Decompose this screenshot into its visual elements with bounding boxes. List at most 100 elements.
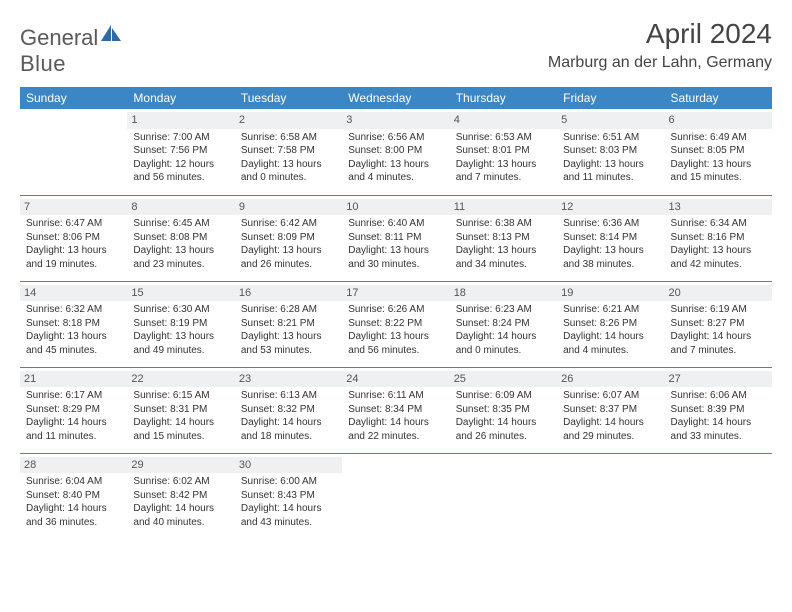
day-number: 19 [557,285,664,302]
day-number: 10 [342,199,449,216]
daylight-line: Daylight: 13 hours and 34 minutes. [456,244,551,271]
sunset-line: Sunset: 7:58 PM [241,144,336,158]
sunrise-line: Sunrise: 6:15 AM [133,389,228,403]
weekday-header: Sunday [20,87,127,109]
daylight-line: Daylight: 13 hours and 38 minutes. [563,244,658,271]
day-number: 6 [665,112,772,129]
daylight-line: Daylight: 13 hours and 45 minutes. [26,330,121,357]
calendar-day-cell: 20Sunrise: 6:19 AMSunset: 8:27 PMDayligh… [665,281,772,367]
logo-word-2: Blue [20,51,66,76]
sunset-line: Sunset: 8:27 PM [671,317,766,331]
sunset-line: Sunset: 8:22 PM [348,317,443,331]
page-title: April 2024 [548,18,772,50]
weekday-header: Thursday [450,87,557,109]
sunrise-line: Sunrise: 6:30 AM [133,303,228,317]
daylight-line: Daylight: 13 hours and 26 minutes. [241,244,336,271]
daylight-line: Daylight: 13 hours and 15 minutes. [671,158,766,185]
sunrise-line: Sunrise: 6:32 AM [26,303,121,317]
calendar-day-cell: 9Sunrise: 6:42 AMSunset: 8:09 PMDaylight… [235,195,342,281]
calendar-day-cell: 24Sunrise: 6:11 AMSunset: 8:34 PMDayligh… [342,367,449,453]
day-number: 27 [665,371,772,388]
day-number: 9 [235,199,342,216]
sunset-line: Sunset: 8:00 PM [348,144,443,158]
calendar-day-cell: 25Sunrise: 6:09 AMSunset: 8:35 PMDayligh… [450,367,557,453]
sunrise-line: Sunrise: 6:34 AM [671,217,766,231]
logo-word-1: General [20,25,98,50]
sunrise-line: Sunrise: 6:06 AM [671,389,766,403]
calendar-day-cell [665,453,772,539]
day-number: 15 [127,285,234,302]
calendar-day-cell: 23Sunrise: 6:13 AMSunset: 8:32 PMDayligh… [235,367,342,453]
weekday-header: Monday [127,87,234,109]
sunset-line: Sunset: 8:40 PM [26,489,121,503]
calendar-day-cell [557,453,664,539]
daylight-line: Daylight: 14 hours and 26 minutes. [456,416,551,443]
sunset-line: Sunset: 8:19 PM [133,317,228,331]
sunrise-line: Sunrise: 6:26 AM [348,303,443,317]
header: GeneralBlue April 2024 Marburg an der La… [20,18,772,77]
sunrise-line: Sunrise: 6:02 AM [133,475,228,489]
calendar-day-cell: 12Sunrise: 6:36 AMSunset: 8:14 PMDayligh… [557,195,664,281]
sunset-line: Sunset: 8:05 PM [671,144,766,158]
sunset-line: Sunset: 8:21 PM [241,317,336,331]
weekday-header: Tuesday [235,87,342,109]
calendar-week-row: 7Sunrise: 6:47 AMSunset: 8:06 PMDaylight… [20,195,772,281]
daylight-line: Daylight: 13 hours and 0 minutes. [241,158,336,185]
sunrise-line: Sunrise: 6:53 AM [456,131,551,145]
sunset-line: Sunset: 8:08 PM [133,231,228,245]
calendar-day-cell: 29Sunrise: 6:02 AMSunset: 8:42 PMDayligh… [127,453,234,539]
daylight-line: Daylight: 13 hours and 11 minutes. [563,158,658,185]
day-number: 24 [342,371,449,388]
calendar-week-row: 21Sunrise: 6:17 AMSunset: 8:29 PMDayligh… [20,367,772,453]
calendar-day-cell [342,453,449,539]
calendar-day-cell: 13Sunrise: 6:34 AMSunset: 8:16 PMDayligh… [665,195,772,281]
daylight-line: Daylight: 14 hours and 33 minutes. [671,416,766,443]
daylight-line: Daylight: 14 hours and 40 minutes. [133,502,228,529]
sunrise-line: Sunrise: 6:11 AM [348,389,443,403]
sunrise-line: Sunrise: 6:00 AM [241,475,336,489]
calendar-day-cell: 1Sunrise: 7:00 AMSunset: 7:56 PMDaylight… [127,109,234,195]
calendar-day-cell [450,453,557,539]
calendar-day-cell: 27Sunrise: 6:06 AMSunset: 8:39 PMDayligh… [665,367,772,453]
sunrise-line: Sunrise: 6:51 AM [563,131,658,145]
day-number: 7 [20,199,127,216]
sunset-line: Sunset: 8:24 PM [456,317,551,331]
sunset-line: Sunset: 8:42 PM [133,489,228,503]
sunrise-line: Sunrise: 6:09 AM [456,389,551,403]
daylight-line: Daylight: 14 hours and 7 minutes. [671,330,766,357]
daylight-line: Daylight: 14 hours and 18 minutes. [241,416,336,443]
calendar-day-cell: 30Sunrise: 6:00 AMSunset: 8:43 PMDayligh… [235,453,342,539]
sunrise-line: Sunrise: 6:13 AM [241,389,336,403]
day-number: 21 [20,371,127,388]
sunrise-line: Sunrise: 6:38 AM [456,217,551,231]
sunset-line: Sunset: 8:16 PM [671,231,766,245]
daylight-line: Daylight: 13 hours and 23 minutes. [133,244,228,271]
calendar-day-cell: 16Sunrise: 6:28 AMSunset: 8:21 PMDayligh… [235,281,342,367]
calendar-day-cell: 17Sunrise: 6:26 AMSunset: 8:22 PMDayligh… [342,281,449,367]
calendar-week-row: 1Sunrise: 7:00 AMSunset: 7:56 PMDaylight… [20,109,772,195]
calendar-day-cell: 18Sunrise: 6:23 AMSunset: 8:24 PMDayligh… [450,281,557,367]
weekday-header: Wednesday [342,87,449,109]
day-number: 30 [235,457,342,474]
sunset-line: Sunset: 8:32 PM [241,403,336,417]
day-number: 4 [450,112,557,129]
daylight-line: Daylight: 14 hours and 43 minutes. [241,502,336,529]
calendar-day-cell [20,109,127,195]
day-number: 3 [342,112,449,129]
day-number: 16 [235,285,342,302]
calendar-day-cell: 2Sunrise: 6:58 AMSunset: 7:58 PMDaylight… [235,109,342,195]
sunset-line: Sunset: 8:31 PM [133,403,228,417]
day-number: 25 [450,371,557,388]
daylight-line: Daylight: 13 hours and 19 minutes. [26,244,121,271]
calendar-day-cell: 5Sunrise: 6:51 AMSunset: 8:03 PMDaylight… [557,109,664,195]
sunrise-line: Sunrise: 6:40 AM [348,217,443,231]
logo-text: GeneralBlue [20,24,122,77]
sunrise-line: Sunrise: 6:04 AM [26,475,121,489]
calendar-day-cell: 6Sunrise: 6:49 AMSunset: 8:05 PMDaylight… [665,109,772,195]
daylight-line: Daylight: 13 hours and 53 minutes. [241,330,336,357]
day-number: 11 [450,199,557,216]
location-text: Marburg an der Lahn, Germany [548,54,772,72]
calendar-week-row: 28Sunrise: 6:04 AMSunset: 8:40 PMDayligh… [20,453,772,539]
daylight-line: Daylight: 13 hours and 30 minutes. [348,244,443,271]
sunset-line: Sunset: 8:01 PM [456,144,551,158]
